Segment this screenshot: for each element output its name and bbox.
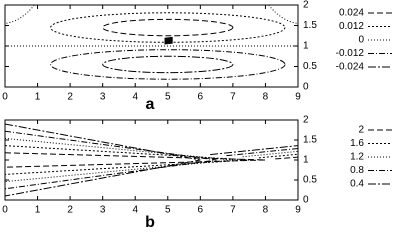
y-tick-label: 2 — [303, 115, 309, 126]
x-tick-label: 5 — [165, 92, 171, 103]
y-tick-label: 2 — [303, 0, 309, 11]
y-tick-label: 0.5 — [303, 175, 317, 186]
contour-line — [102, 18, 234, 37]
x-tick-label: 4 — [132, 205, 138, 216]
contour-line — [50, 12, 286, 43]
x-tick-label: 0 — [2, 92, 8, 103]
x-tick-label: 1 — [35, 205, 41, 216]
contour-line — [164, 38, 173, 41]
x-tick-label: 6 — [198, 205, 204, 216]
legend-label: 0.012 — [339, 21, 364, 32]
y-tick-label: 0 — [303, 195, 309, 206]
x-tick-label: 8 — [263, 92, 269, 103]
contour-line — [4, 4, 299, 47]
x-tick-label: 1 — [35, 92, 41, 103]
y-tick-label: 1.5 — [303, 135, 317, 146]
x-tick-label: 3 — [100, 92, 106, 103]
figure: 0 1 2 3 4 5 6 7 8 900.511.52a0.0240.0120-0.012-0.… — [2, 0, 392, 231]
contour-line — [4, 145, 299, 175]
y-tick-label: 1.5 — [303, 20, 317, 31]
y-tick-label: 1 — [303, 155, 309, 166]
contour-line — [50, 49, 286, 80]
contour-line — [102, 55, 234, 74]
x-tick-label: 8 — [263, 205, 269, 216]
contour-line — [164, 40, 173, 43]
x-tick-label: 9 — [295, 205, 301, 216]
contour-line — [4, 137, 299, 183]
legend-label: -0.024 — [336, 62, 365, 73]
contour-line — [4, 123, 299, 197]
y-tick-label: 0.5 — [303, 61, 317, 72]
contour-line — [4, 152, 299, 168]
contour-line — [164, 37, 173, 40]
x-tick-label: 4 — [132, 92, 138, 103]
x-tick-label: 3 — [100, 205, 106, 216]
contour-line — [164, 41, 173, 44]
legend-label: 0.024 — [339, 8, 364, 19]
legend-label: 0 — [358, 35, 364, 46]
x-tick-label: 9 — [295, 92, 301, 103]
legend-label: 0.8 — [350, 165, 364, 176]
panel-label: b — [145, 214, 155, 231]
contour-line — [164, 36, 173, 39]
legend-label: 0.4 — [350, 179, 364, 190]
y-tick-label: 1 — [303, 41, 309, 52]
contour-line — [164, 42, 173, 45]
x-tick-label: 0 — [2, 205, 8, 216]
legend-label: 1.2 — [350, 152, 364, 163]
x-tick-label: 7 — [230, 92, 236, 103]
panel-label: a — [146, 96, 155, 113]
legend-label: 1.6 — [350, 138, 364, 149]
x-tick-label: 2 — [67, 92, 73, 103]
legend-label: 2 — [358, 125, 364, 136]
contour-line — [4, 130, 299, 190]
y-tick-label: 0 — [303, 82, 309, 93]
x-tick-label: 5 — [165, 205, 171, 216]
contour-line — [164, 39, 173, 42]
x-tick-label: 2 — [67, 205, 73, 216]
x-tick-label: 7 — [230, 205, 236, 216]
legend-label: -0.012 — [336, 48, 365, 59]
x-tick-label: 6 — [198, 92, 204, 103]
contour-line — [164, 40, 173, 42]
